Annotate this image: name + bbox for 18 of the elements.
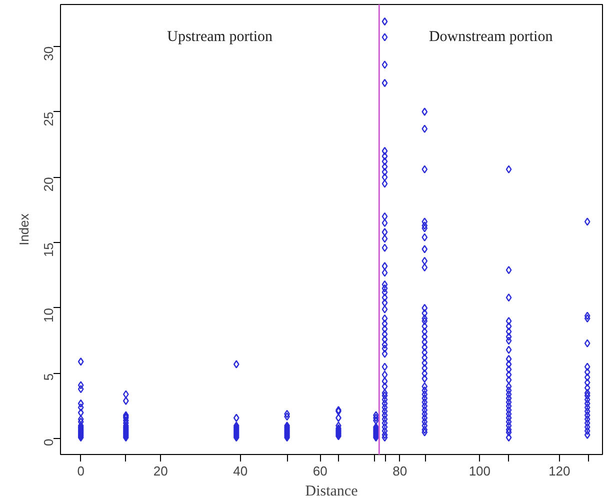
y-tick-label: 25 bbox=[41, 112, 56, 126]
x-tick-label: 40 bbox=[233, 464, 248, 478]
x-tick-label: 120 bbox=[548, 464, 570, 478]
y-tick-label: 0 bbox=[41, 438, 56, 446]
annotation: Upstream portion bbox=[167, 29, 274, 45]
y-axis-title: Index bbox=[16, 213, 32, 246]
x-tick-label: 100 bbox=[468, 464, 491, 478]
x-tick-label: 60 bbox=[312, 464, 328, 478]
y-tick-label: 15 bbox=[41, 242, 56, 258]
y-tick-label: 30 bbox=[41, 46, 56, 61]
x-tick-label: 80 bbox=[392, 464, 408, 478]
annotation: Downstream portion bbox=[428, 29, 554, 45]
y-tick-label: 5 bbox=[41, 373, 56, 381]
y-tick-label: 10 bbox=[41, 308, 56, 322]
x-tick-label: 0 bbox=[77, 464, 84, 478]
x-tick-label: 20 bbox=[153, 464, 168, 478]
x-axis-title: Distance bbox=[305, 484, 358, 500]
y-tick-label: 20 bbox=[41, 177, 56, 192]
